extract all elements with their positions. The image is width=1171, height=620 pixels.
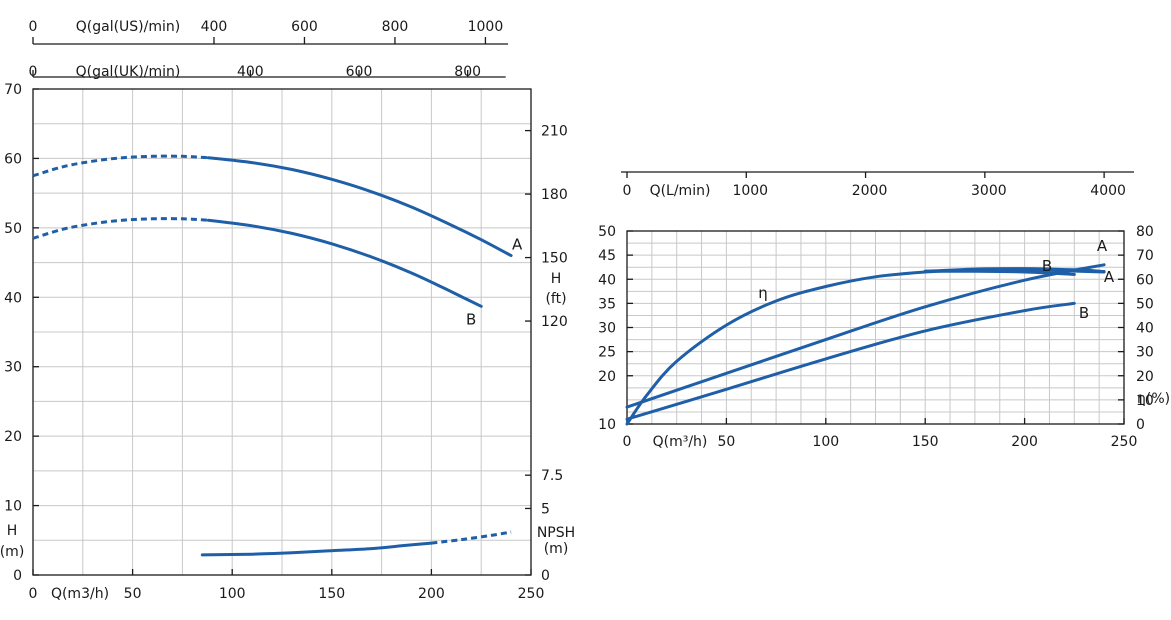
curve-b bbox=[625, 301, 1076, 421]
curve-npsh-dashed bbox=[431, 530, 512, 545]
curve-label-b: B bbox=[466, 310, 476, 328]
curve-npsh-solid bbox=[200, 541, 433, 557]
top-axis-label: Q(L/min) bbox=[650, 183, 711, 199]
eff-axis-label: η(%) bbox=[1137, 391, 1170, 407]
x-tick-label: 150 bbox=[318, 586, 345, 602]
top-axis-tick-label: 800 bbox=[382, 19, 409, 35]
y-tick-label: 70 bbox=[4, 82, 22, 98]
top-axis-tick-label: 600 bbox=[291, 19, 318, 35]
eff-tick-label: 0 bbox=[1136, 417, 1145, 433]
x-tick-label: 200 bbox=[418, 586, 445, 602]
top-axis-tick-label: 2000 bbox=[852, 183, 888, 199]
y-tick-label: 20 bbox=[598, 369, 616, 385]
curve-label-eta: η bbox=[758, 284, 768, 302]
eff-tick-label: 40 bbox=[1136, 321, 1154, 337]
y-tick-label: 30 bbox=[598, 321, 616, 337]
x-axis-label: Q(m³/h) bbox=[653, 434, 708, 450]
right-chart: 0 50 100 150 200 250Q(m³/h)102025303540455001… bbox=[598, 171, 1170, 450]
curve-label-a: A bbox=[512, 236, 523, 254]
top-axis-tick-label: 400 bbox=[201, 19, 228, 35]
y-tick-label: 40 bbox=[4, 290, 22, 306]
npsh-tick-label: 0 bbox=[541, 568, 550, 584]
top-axis-tick-label: 3000 bbox=[971, 183, 1007, 199]
x-axis-label: Q(m3/h) bbox=[51, 586, 109, 602]
eff-tick-label: 60 bbox=[1136, 272, 1154, 288]
x-tick-label: 0 bbox=[623, 434, 632, 450]
curve-a bbox=[625, 263, 1106, 409]
x-tick-label: 250 bbox=[518, 586, 545, 602]
y-axis-label-line1: H bbox=[7, 523, 18, 539]
top-axis-tick-label: 0 bbox=[623, 183, 632, 199]
ft-tick-label: 210 bbox=[541, 124, 568, 140]
curve-b-dashed bbox=[32, 217, 209, 240]
ft-axis-label-line2: (ft) bbox=[545, 291, 566, 307]
eff-tick-label: 50 bbox=[1136, 296, 1154, 312]
npsh-tick-label: 5 bbox=[541, 501, 550, 517]
curve-label-b: B bbox=[1079, 304, 1089, 322]
y-tick-label: 10 bbox=[4, 499, 22, 515]
npsh-axis-label-line2: (m) bbox=[544, 541, 569, 557]
npsh-axis-label-line1: NPSH bbox=[537, 525, 575, 541]
top-axis-label: Q(gal(US)/min) bbox=[76, 19, 180, 35]
eff-tick-label: 30 bbox=[1136, 345, 1154, 361]
x-tick-label: 0 bbox=[29, 586, 38, 602]
left-chart: 0 50 100 150 200 250Q(m3/h)010203040506070H(m… bbox=[0, 19, 575, 602]
eff-tick-label: 10 bbox=[1136, 393, 1154, 409]
curve-label-a: A bbox=[1104, 268, 1115, 286]
y-tick-label: 60 bbox=[4, 151, 22, 167]
ft-tick-label: 150 bbox=[541, 251, 568, 267]
top-axis-tick-label: 4000 bbox=[1090, 183, 1126, 199]
x-tick-label: 200 bbox=[1011, 434, 1038, 450]
curve-a-solid bbox=[206, 156, 513, 258]
ft-tick-label: 180 bbox=[541, 187, 568, 203]
plot-frame bbox=[32, 88, 532, 576]
x-tick-label: 100 bbox=[812, 434, 839, 450]
curve-b-solid bbox=[206, 218, 483, 308]
curve-label-a-eff: A bbox=[1097, 237, 1108, 255]
eff-tick-label: 80 bbox=[1136, 224, 1154, 240]
eff-tick-label: 70 bbox=[1136, 248, 1154, 264]
y-axis-label-line2: (m) bbox=[0, 544, 24, 560]
curve-label-b-eff: B bbox=[1042, 257, 1052, 275]
top-axis-tick-label: 600 bbox=[346, 64, 373, 80]
top-axis-tick-label: 1000 bbox=[732, 183, 768, 199]
npsh-tick-label: 7.5 bbox=[541, 468, 563, 484]
y-tick-label: 50 bbox=[598, 224, 616, 240]
x-tick-label: 150 bbox=[912, 434, 939, 450]
x-tick-label: 100 bbox=[219, 586, 246, 602]
y-tick-label: 25 bbox=[598, 345, 616, 361]
top-axis-tick-label: 1000 bbox=[468, 19, 504, 35]
ft-tick-label: 120 bbox=[541, 314, 568, 330]
y-tick-label: 30 bbox=[4, 360, 22, 376]
top-axis-tick-label: 800 bbox=[454, 64, 481, 80]
curve-a-eff bbox=[923, 267, 1106, 273]
y-tick-label: 45 bbox=[598, 248, 616, 264]
y-tick-label: 20 bbox=[4, 429, 22, 445]
x-tick-label: 50 bbox=[717, 434, 735, 450]
x-tick-label: 250 bbox=[1111, 434, 1138, 450]
x-tick-label: 50 bbox=[124, 586, 142, 602]
top-axis-label: Q(gal(UK)/min) bbox=[76, 64, 181, 80]
top-axis-tick-label: 400 bbox=[237, 64, 264, 80]
ft-axis-label-line1: H bbox=[551, 271, 562, 287]
y-tick-label: 0 bbox=[13, 568, 22, 584]
eff-tick-label: 20 bbox=[1136, 369, 1154, 385]
y-tick-label: 50 bbox=[4, 221, 22, 237]
y-tick-label: 10 bbox=[598, 417, 616, 433]
y-tick-label: 35 bbox=[598, 296, 616, 312]
y-tick-label: 40 bbox=[598, 272, 616, 288]
top-axis-tick-label: 0 bbox=[29, 64, 38, 80]
top-axis-tick-label: 0 bbox=[29, 19, 38, 35]
curve-a-dashed bbox=[32, 154, 209, 178]
